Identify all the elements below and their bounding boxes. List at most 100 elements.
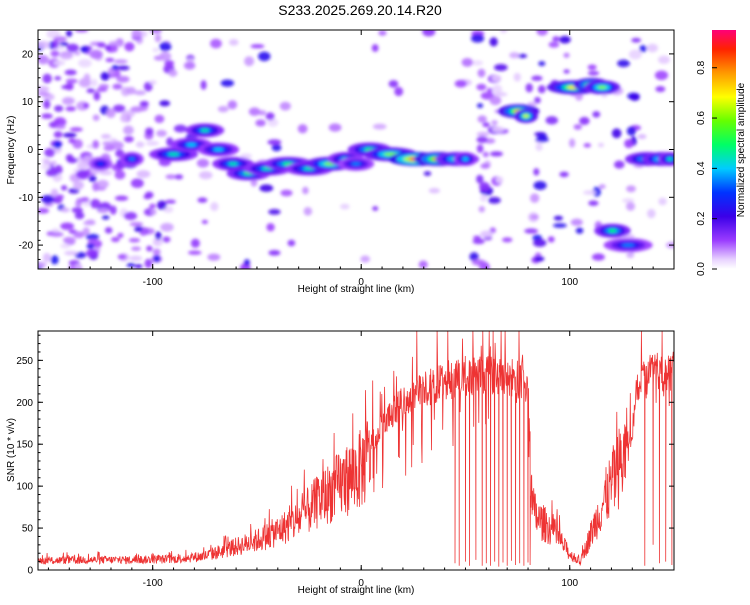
spectrogram-noise-blob	[109, 205, 117, 215]
spectrogram-noise-blob	[139, 100, 149, 107]
snr-xtick-label: 100	[561, 578, 578, 589]
spectrogram-noise-blob	[471, 60, 484, 66]
spectrogram-noise-blob	[75, 263, 82, 269]
spectrogram-noise-blob	[617, 59, 630, 68]
spectrogram-noise-blob	[83, 73, 91, 84]
snr-xtick-label: -100	[143, 578, 163, 589]
spectrogram-noise-blob	[50, 50, 60, 58]
spectrogram-noise-blob	[38, 207, 50, 214]
spectrogram-noise-blob	[60, 222, 75, 230]
spectrogram-noise-blob	[196, 158, 210, 168]
spectrogram-noise-blob	[525, 83, 533, 93]
spectrogram-noise-blob	[106, 108, 116, 119]
spectrogram-noise-blob	[217, 105, 229, 113]
spectrogram-noise-blob	[100, 133, 112, 139]
spectrogram-noise-blob	[563, 69, 570, 74]
spectrogram-noise-blob	[220, 79, 235, 87]
spectrogram-ridge-blob	[213, 147, 224, 152]
spectrogram-noise-blob	[111, 44, 118, 53]
colorbar-tick-label: 0.0	[696, 262, 707, 276]
spectrogram-ridge-blob	[186, 142, 197, 147]
spectrogram-noise-blob	[587, 64, 597, 71]
spectrogram-noise-blob	[583, 190, 597, 195]
spectrogram-noise-blob	[494, 64, 508, 72]
spectrogram-ridge-blob	[522, 114, 529, 118]
spectrogram-noise-blob	[42, 73, 52, 84]
spectrogram-noise-blob	[487, 196, 501, 204]
spectrogram-noise-blob	[626, 126, 636, 136]
spectrogram-noise-blob	[197, 197, 208, 203]
spectrogram-noise-blob	[154, 33, 162, 43]
snr-xlabel: Height of straight line (km)	[298, 585, 415, 596]
spectrogram-noise-blob	[65, 106, 77, 112]
snr-ytick-label: 200	[16, 398, 33, 409]
spectrogram-noise-blob	[150, 209, 157, 215]
spectrogram-noise-blob	[487, 87, 494, 93]
spectrogram-noise-blob	[372, 206, 379, 211]
spectrogram-noise-blob	[77, 161, 89, 170]
spectrogram-noise-blob	[96, 208, 110, 214]
spectrogram-ridge-blob	[97, 162, 104, 166]
spectrogram-noise-blob	[477, 68, 486, 78]
spectrogram-noise-blob	[552, 223, 567, 228]
spectrogram-noise-blob	[491, 74, 502, 82]
spectrogram-noise-blob	[476, 83, 487, 91]
spectrogram-noise-blob	[38, 91, 51, 97]
spectrogram-xlabel: Height of straight line (km)	[298, 284, 415, 295]
spectrogram-noise-blob	[207, 253, 221, 261]
spectrogram-noise-blob	[340, 203, 350, 210]
spectrogram-noise-blob	[128, 238, 141, 243]
spectrogram-noise-blob	[152, 47, 160, 53]
spectrogram-ridge-blob	[666, 157, 673, 161]
spectrogram-noise-blob	[129, 221, 144, 227]
spectrogram-noise-blob	[160, 222, 174, 232]
spectrogram-noise-blob	[108, 40, 122, 47]
spectrogram-noise-blob	[548, 41, 560, 48]
spectrogram-noise-blob	[598, 184, 606, 189]
spectrogram-noise-blob	[628, 49, 642, 60]
spectrogram-noise-blob	[123, 135, 134, 143]
spectrogram-noise-blob	[579, 116, 590, 125]
spectrogram-noise-blob	[473, 235, 482, 240]
spectrogram-noise-blob	[116, 65, 130, 71]
spectrogram-ridge-blob	[227, 162, 239, 166]
spectrogram-noise-blob	[55, 194, 65, 200]
spectrogram-noise-blob	[38, 85, 50, 93]
spectrogram-noise-blob	[545, 116, 559, 125]
spectrogram-noise-blob	[255, 119, 266, 127]
spectrogram-noise-blob	[101, 215, 110, 220]
spectrogram-xtick-label: -100	[143, 277, 163, 288]
colorbar-tick-label: 0.6	[696, 111, 707, 125]
spectrogram-noise-blob	[279, 101, 291, 111]
spectrogram-noise-blob	[250, 44, 265, 49]
spectrogram-noise-blob	[559, 171, 569, 178]
spectrogram-noise-blob	[46, 30, 61, 39]
spectrogram-noise-blob	[82, 227, 90, 236]
spectrogram-noise-blob	[90, 198, 101, 209]
spectrogram-noise-blob	[159, 42, 172, 52]
spectrogram-noise-blob	[53, 36, 67, 42]
spectrogram-noise-blob	[491, 84, 503, 95]
spectrogram-noise-blob	[88, 175, 97, 182]
spectrogram-noise-blob	[113, 59, 128, 64]
spectrogram-noise-blob	[476, 136, 488, 144]
spectrogram-xtick-label: 0	[358, 277, 364, 288]
spectrogram-noise-blob	[533, 180, 547, 190]
spectrogram-noise-blob	[78, 58, 92, 68]
spectrogram-noise-blob	[60, 207, 70, 213]
spectrogram-noise-blob	[479, 263, 490, 269]
spectrogram-noise-blob	[547, 236, 555, 243]
spectrogram-noise-blob	[53, 131, 63, 138]
spectrogram-noise-blob	[50, 160, 57, 166]
spectrogram-noise-blob	[149, 80, 157, 85]
spectrogram-noise-blob	[61, 185, 68, 191]
spectrogram-ridge-blob	[128, 157, 135, 161]
spectrogram-noise-blob	[65, 82, 74, 91]
spectrogram-noise-blob	[152, 248, 161, 256]
spectrogram-noise-blob	[469, 252, 479, 262]
spectrogram-noise-blob	[112, 104, 126, 113]
spectrogram-noise-blob	[394, 86, 404, 97]
spectrogram-noise-blob	[64, 69, 77, 76]
spectrogram-noise-blob	[80, 46, 90, 53]
